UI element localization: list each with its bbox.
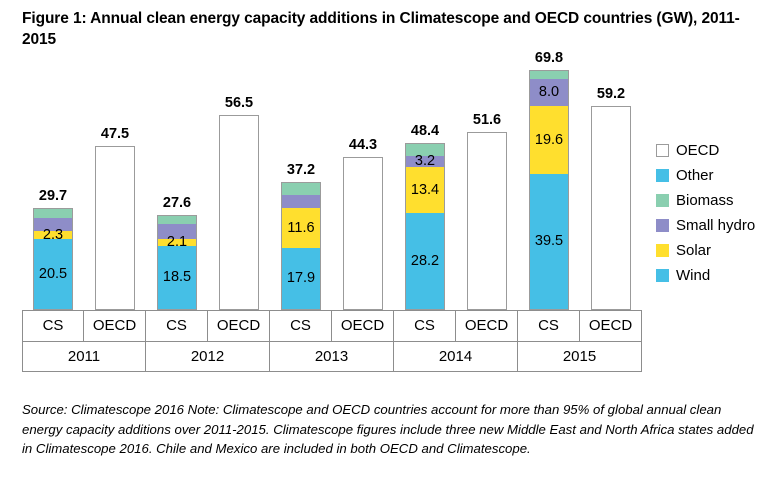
bar-oecd-2012[interactable]: [219, 115, 259, 310]
bar-oecd-2011[interactable]: [95, 146, 135, 310]
bar-segment-value: 20.5: [38, 265, 68, 282]
chart-x-axis: CS OECD CS OECD CS OECD CS OECD CS OECD 2011 2012 2…: [22, 310, 642, 372]
bar-segment-biomass-2011[interactable]: [33, 207, 73, 218]
axis-label-oecd-2012: OECD: [208, 310, 270, 341]
bar-total-label-oecd-2012: 56.5: [224, 95, 254, 112]
bar-segment-solar-2015[interactable]: 19.6: [529, 106, 569, 174]
bar-oecd-2014[interactable]: [467, 132, 507, 310]
bar-total-label-oecd-2011: 47.5: [100, 126, 130, 143]
bar-oecd-2013[interactable]: [343, 157, 383, 310]
stacked-bar-cs-2013[interactable]: 11.6 17.9: [281, 181, 321, 310]
bar-segment-small-hydro-2012[interactable]: [157, 223, 197, 240]
bar-total-label-cs-2013: 37.2: [286, 161, 316, 178]
stacked-bar-cs-2012[interactable]: 2.1 18.5: [157, 214, 197, 310]
bar-segment-value: 8.0: [538, 84, 560, 101]
bar-segment-small-hydro-2014[interactable]: 3.2: [405, 152, 445, 169]
bar-segment-wind-2012[interactable]: 18.5: [157, 246, 197, 310]
bar-segment-value: 3.2: [414, 152, 436, 169]
bar-segment-biomass-2012[interactable]: [157, 214, 197, 224]
bar-total-label-cs-2012: 27.6: [162, 194, 192, 211]
axis-label-oecd-2014: OECD: [456, 310, 518, 341]
axis-label-cs-2014: CS: [394, 310, 456, 341]
axis-label-oecd-2011: OECD: [84, 310, 146, 341]
bar-segment-value: 2.3: [42, 227, 64, 244]
axis-year-2012: 2012: [146, 341, 270, 372]
chart-legend: OECD Other Biomass Small hydro Solar Wind: [656, 138, 780, 288]
bar-segment-wind-2014[interactable]: 28.2: [405, 212, 445, 310]
legend-label: Wind: [676, 267, 711, 284]
legend-item-oecd[interactable]: OECD: [656, 138, 780, 163]
legend-swatch-icon-oecd: [656, 144, 669, 157]
bar-total-label-cs-2011: 29.7: [38, 187, 68, 204]
bar-total-label-oecd-2013: 44.3: [348, 137, 378, 154]
figure-footnote: Source: Climatescope 2016 Note: Climates…: [22, 402, 754, 456]
bar-total-label-oecd-2015: 59.2: [596, 86, 626, 103]
axis-label-cs-2015: CS: [518, 310, 580, 341]
bar-segment-value: 2.1: [166, 234, 188, 251]
bar-segment-value: 11.6: [287, 220, 315, 237]
axis-year-2011: 2011: [22, 341, 146, 372]
chart-plot-area: 2.3 20.5 29.7 47.5 2.1 18.5 27.6 56.5 11.6 17.9 37…: [22, 50, 642, 310]
bar-segment-solar-2012[interactable]: 2.1: [157, 235, 197, 249]
axis-series-row: CS OECD CS OECD CS OECD CS OECD CS OECD: [22, 310, 642, 341]
legend-item-small-hydro[interactable]: Small hydro: [656, 213, 780, 238]
bar-segment-biomass-2015[interactable]: [529, 69, 569, 79]
bar-oecd-2015[interactable]: [591, 106, 631, 310]
axis-label-cs-2011: CS: [22, 310, 84, 341]
legend-item-other[interactable]: Other: [656, 163, 780, 188]
bar-segment-small-hydro-2015[interactable]: 8.0: [529, 78, 569, 107]
legend-swatch-icon-small-hydro: [656, 219, 669, 232]
legend-item-solar[interactable]: Solar: [656, 238, 780, 263]
bar-segment-value: 28.2: [410, 252, 440, 269]
axis-middle-rule: [22, 341, 642, 342]
bar-segment-solar-2011[interactable]: 2.3: [33, 228, 73, 242]
axis-label-oecd-2013: OECD: [332, 310, 394, 341]
bar-segment-value: 18.5: [162, 269, 192, 286]
legend-label: Solar: [676, 242, 712, 259]
bar-segment-wind-2011[interactable]: 20.5: [33, 239, 73, 310]
bar-segment-small-hydro-2013[interactable]: [281, 195, 321, 209]
legend-item-wind[interactable]: Wind: [656, 263, 780, 288]
axis-year-2014: 2014: [394, 341, 518, 372]
bar-segment-value: 17.9: [286, 270, 316, 287]
bar-segment-small-hydro-2011[interactable]: [33, 217, 73, 232]
legend-label: Biomass: [676, 192, 734, 209]
legend-label: Other: [676, 167, 714, 184]
axis-label-oecd-2015: OECD: [580, 310, 642, 341]
bar-segment-biomass-2013[interactable]: [281, 181, 321, 196]
bar-segment-solar-2014[interactable]: 13.4: [405, 166, 445, 213]
figure-title: Figure 1: Annual clean energy capacity a…: [22, 10, 740, 48]
bar-segment-solar-2013[interactable]: 11.6: [281, 208, 321, 249]
axis-year-2013: 2013: [270, 341, 394, 372]
axis-bottom-rule: [22, 371, 642, 372]
bar-segment-wind-2015[interactable]: 39.5: [529, 173, 569, 310]
axis-year-row: 2011 2012 2013 2014 2015: [22, 341, 642, 372]
legend-swatch-icon-other: [656, 169, 669, 182]
legend-swatch-icon-solar: [656, 244, 669, 257]
legend-swatch-icon-wind: [656, 269, 669, 282]
stacked-bar-cs-2014[interactable]: 3.2 13.4 28.2: [405, 143, 445, 310]
axis-year-2015: 2015: [518, 341, 642, 372]
bar-segment-biomass-2014[interactable]: [405, 143, 445, 156]
legend-swatch-icon-biomass: [656, 194, 669, 207]
bar-total-label-cs-2015: 69.8: [534, 49, 564, 66]
bar-segment-wind-2013[interactable]: 17.9: [281, 248, 321, 310]
bar-segment-value: 13.4: [410, 181, 440, 198]
bar-segment-value: 39.5: [534, 233, 564, 250]
bar-total-label-cs-2014: 48.4: [410, 123, 440, 140]
stacked-bar-cs-2011[interactable]: 2.3 20.5: [33, 207, 73, 310]
axis-top-rule: [22, 310, 642, 311]
stacked-bar-cs-2015[interactable]: 8.0 19.6 39.5: [529, 69, 569, 310]
legend-label: OECD: [676, 142, 720, 159]
axis-label-cs-2012: CS: [146, 310, 208, 341]
bar-segment-value: 19.6: [534, 131, 564, 148]
legend-label: Small hydro: [676, 217, 756, 234]
axis-label-cs-2013: CS: [270, 310, 332, 341]
legend-item-biomass[interactable]: Biomass: [656, 188, 780, 213]
bar-total-label-oecd-2014: 51.6: [472, 112, 502, 129]
